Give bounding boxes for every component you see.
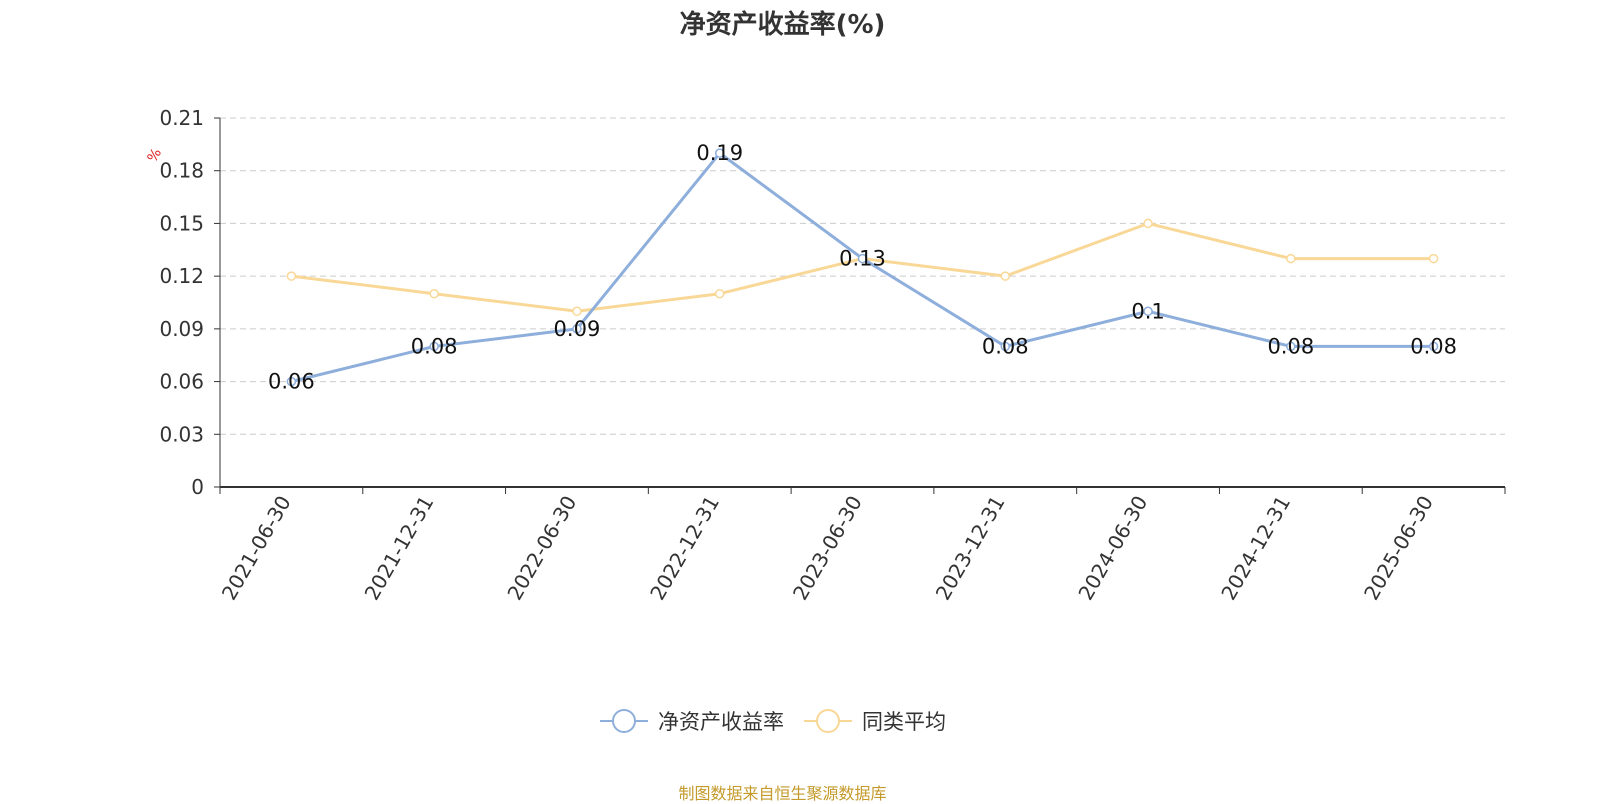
data-point-roe (1286, 341, 1296, 352)
data-label-roe: 0.1 (1131, 299, 1164, 323)
x-tick-label: 2021-06-30 (217, 492, 296, 605)
data-point-peer-average (714, 288, 725, 299)
data-point-roe (1428, 341, 1439, 352)
line-chart: 00.030.060.090.120.150.180.21%2021-06-30… (145, 106, 1506, 605)
x-tick-label: 2024-06-30 (1073, 492, 1152, 605)
x-tick-label: 2023-06-30 (788, 492, 867, 605)
data-point-roe (572, 324, 582, 334)
data-label-roe: 0.06 (268, 370, 315, 394)
legend: 净资产收益率 同类平均 (600, 706, 966, 736)
data-label-roe: 0.08 (411, 334, 458, 358)
data-point-roe (286, 376, 297, 387)
chart-title: 净资产收益率(%) (679, 10, 886, 40)
data-label-roe: 0.08 (1267, 334, 1314, 358)
data-point-peer-average (572, 306, 582, 317)
legend-swatch-roe (600, 709, 648, 733)
data-point-peer-average (1286, 253, 1296, 264)
y-tick-label: 0.06 (159, 370, 204, 394)
data-point-peer-average (1428, 253, 1439, 264)
data-label-roe: 0.08 (1410, 334, 1457, 358)
data-label-roe: 0.13 (839, 247, 886, 271)
source-note: 制图数据来自恒生聚源数据库 (678, 784, 887, 803)
legend-item-roe[interactable]: 净资产收益率 (600, 706, 784, 736)
y-tick-label: 0.15 (159, 211, 204, 235)
legend-item-peer-average[interactable]: 同类平均 (804, 706, 946, 736)
y-tick-label: 0.03 (159, 422, 204, 446)
x-tick-label: 2024-12-31 (1216, 492, 1295, 605)
x-tick-label: 2022-06-30 (502, 492, 581, 605)
data-point-roe (857, 253, 868, 264)
data-point-peer-average (286, 271, 297, 281)
data-point-roe (429, 341, 439, 352)
y-tick-label: 0.18 (159, 159, 204, 183)
data-label-roe: 0.08 (982, 334, 1029, 358)
x-tick-label: 2025-06-30 (1359, 492, 1438, 605)
data-label-roe: 0.19 (696, 141, 743, 165)
x-tick-label: 2021-12-31 (360, 491, 439, 604)
legend-swatch-peer-average (804, 709, 852, 733)
data-point-roe (1143, 306, 1153, 317)
y-tick-label: 0 (191, 475, 204, 499)
data-point-peer-average (429, 288, 439, 299)
data-label-roe: 0.09 (554, 317, 601, 341)
data-point-peer-average (1143, 218, 1153, 229)
y-tick-label: 0.12 (159, 264, 204, 288)
legend-label-peer-average: 同类平均 (862, 710, 946, 734)
data-point-peer-average (1000, 271, 1011, 281)
y-tick-label: 0.21 (159, 106, 204, 130)
legend-label-roe: 净资产收益率 (658, 710, 784, 734)
x-tick-label: 2022-12-31 (645, 492, 724, 605)
data-point-roe (714, 148, 725, 158)
y-tick-label: 0.09 (159, 317, 204, 341)
x-tick-label: 2023-12-31 (931, 492, 1010, 605)
data-point-roe (1000, 341, 1011, 352)
